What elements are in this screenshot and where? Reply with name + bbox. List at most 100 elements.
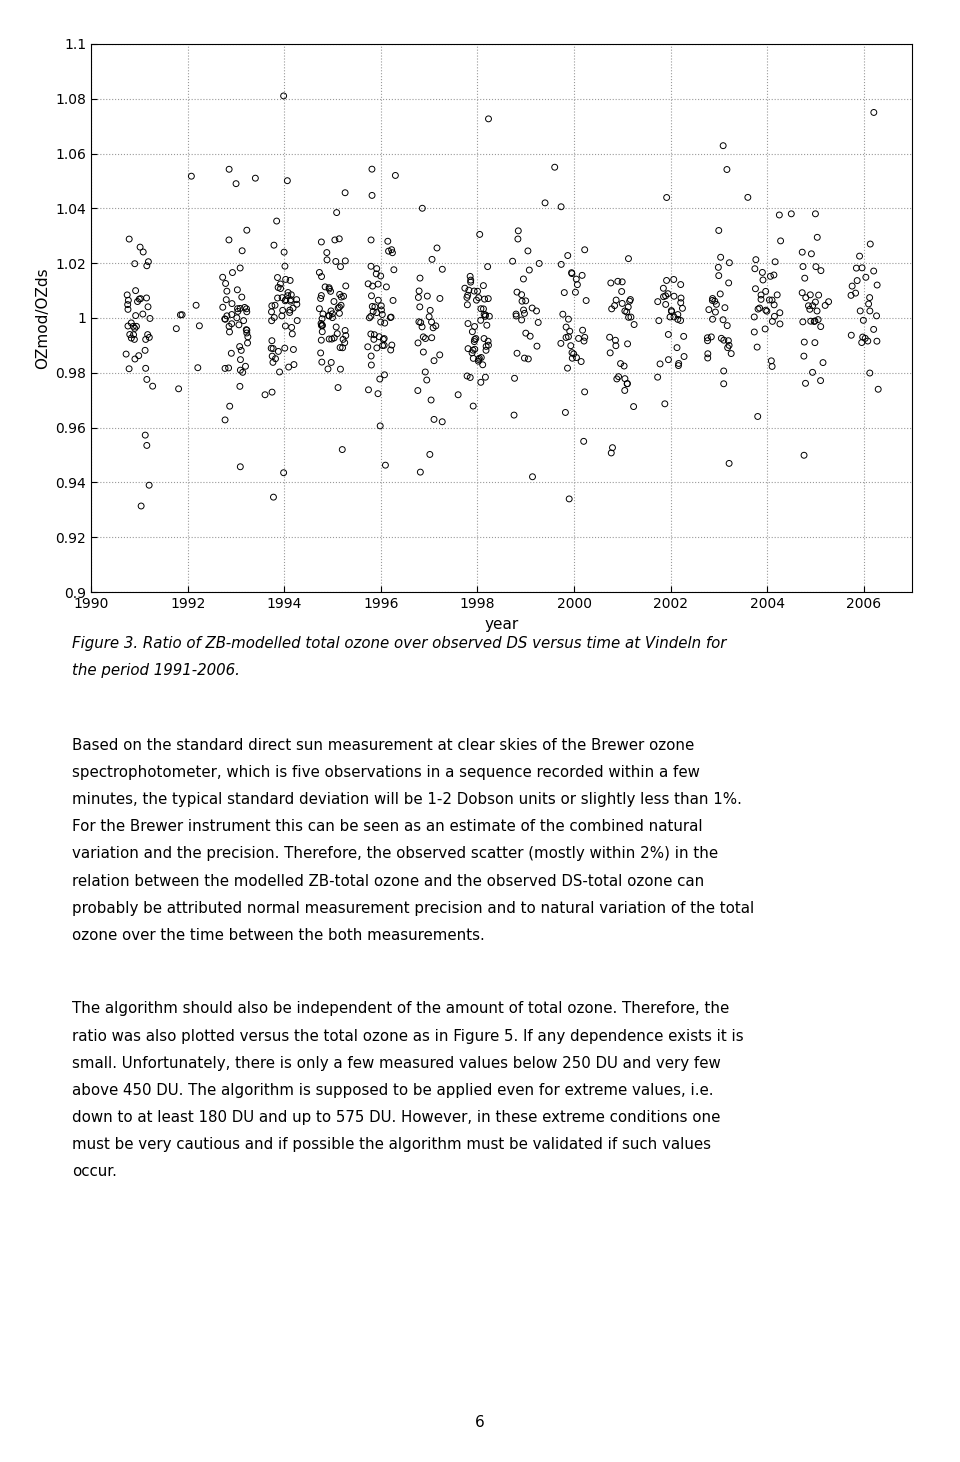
Point [463,270,478,294]
Point [424,310,440,333]
Point [479,313,494,336]
Point [282,301,298,325]
Point [314,314,329,338]
Point [232,348,248,371]
Point [798,287,813,310]
Point [721,329,736,352]
Point [617,367,633,390]
Point [314,284,329,307]
Point [538,192,553,215]
Point [275,287,290,310]
Point [621,247,636,270]
Point [224,311,239,335]
Point [651,308,666,332]
Point [476,327,492,351]
Point [666,306,682,329]
Point [609,288,624,311]
Text: For the Brewer instrument this can be seen as an estimate of the combined natura: For the Brewer instrument this can be se… [72,819,703,835]
Point [795,310,810,333]
Point [130,289,145,313]
Point [662,306,678,329]
X-axis label: year: year [485,617,518,632]
Point [473,370,489,393]
Point [120,292,135,316]
Point [333,357,348,380]
Point [471,348,487,371]
Point [280,281,296,304]
Point [869,329,884,352]
Point [571,326,587,349]
Point [619,300,635,323]
Point [658,284,673,307]
Point [376,327,392,351]
Point [614,279,630,303]
Point [279,170,295,193]
Point [622,289,637,313]
Point [650,289,665,313]
Point [315,320,330,344]
Text: Based on the standard direct sun measurement at clear skies of the Brewer ozone: Based on the standard direct sun measure… [72,738,694,753]
Point [120,314,135,338]
Point [141,474,156,497]
Point [465,341,480,364]
Point [664,300,680,323]
Point [478,303,493,326]
Point [821,289,836,313]
Point [286,352,301,376]
Point [604,442,619,465]
Point [804,310,819,333]
Point [575,319,590,342]
Point [705,307,720,330]
Point [716,373,732,396]
Point [411,310,426,333]
Point [663,298,679,322]
Point [315,303,330,326]
Point [650,366,665,389]
Point [843,284,858,307]
Point [238,355,253,379]
Point [368,295,383,319]
Point [332,282,348,306]
Point [473,308,489,332]
Point [767,304,782,327]
Text: above 450 DU. The algorithm is supposed to be applied even for extreme values, i: above 450 DU. The algorithm is supposed … [72,1082,713,1098]
Point [716,329,732,352]
Point [520,240,536,263]
Point [653,352,668,376]
Point [231,313,247,336]
Point [313,287,328,310]
Point [700,346,715,370]
Point [564,262,579,285]
Point [611,366,626,389]
Point [617,300,633,323]
Point [372,367,388,390]
Point [171,377,186,401]
Point [221,228,236,251]
Point [428,314,444,338]
Point [140,323,156,346]
Point [798,371,813,395]
Point [866,101,881,124]
Point [705,288,720,311]
Point [805,294,821,317]
Point [432,344,447,367]
Point [480,329,495,352]
Point [364,284,379,307]
Point [233,339,249,363]
Point [807,202,823,225]
Point [229,306,245,329]
Point [861,292,876,316]
Point [611,269,626,292]
Point [271,339,286,363]
Point [190,357,205,380]
Point [420,285,435,308]
Point [721,452,736,475]
Point [811,284,827,307]
Point [460,364,475,387]
Point [275,298,290,322]
Point [754,288,769,311]
Point [363,254,378,278]
Point [232,358,248,382]
Point [411,285,426,308]
Point [604,297,619,320]
